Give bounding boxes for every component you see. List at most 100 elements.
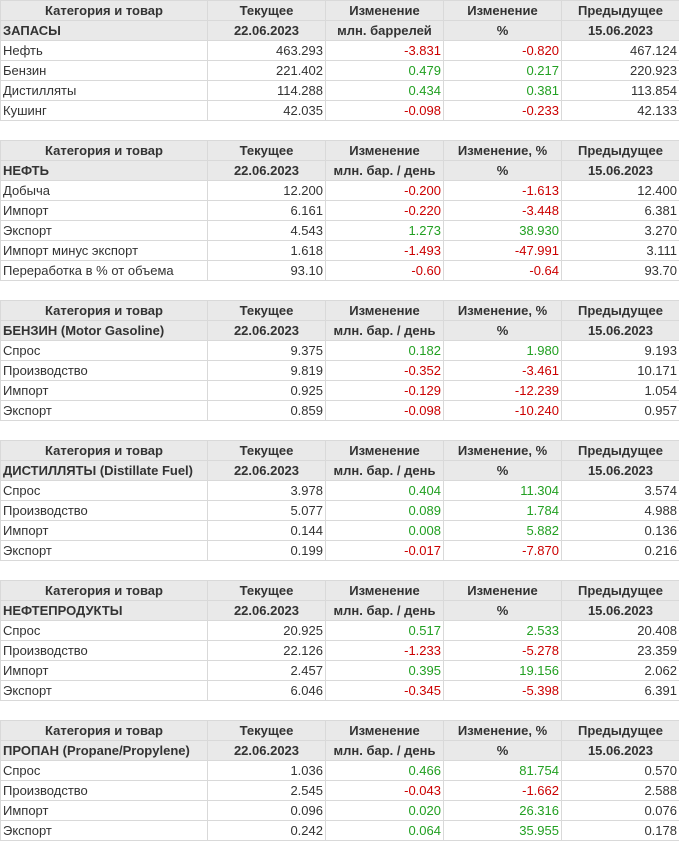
cell-previous: 42.133 [562, 101, 679, 121]
cell-change-pct: 2.533 [444, 621, 562, 641]
header-change: млн. бар. / день [326, 461, 444, 481]
cell-previous: 6.381 [562, 201, 679, 221]
cell-change: 0.466 [326, 761, 444, 781]
cell-change: -1.233 [326, 641, 444, 661]
cell-previous: 0.957 [562, 401, 679, 421]
header-previous: Предыдущее [562, 581, 679, 601]
cell-current: 12.200 [208, 181, 326, 201]
cell-change: -0.220 [326, 201, 444, 221]
cell-change: 0.517 [326, 621, 444, 641]
header-category: ПРОПАН (Propane/Propylene) [1, 741, 208, 761]
cell-change-pct: 1.784 [444, 501, 562, 521]
cell-previous: 220.923 [562, 61, 679, 81]
cell-current: 3.978 [208, 481, 326, 501]
cell-previous: 0.216 [562, 541, 679, 561]
cell-category: Производство [1, 501, 208, 521]
header-current: Текущее [208, 141, 326, 161]
cell-category: Дистилляты [1, 81, 208, 101]
header-change: Изменение [326, 301, 444, 321]
header-previous: Предыдущее [562, 1, 679, 21]
cell-change: 0.404 [326, 481, 444, 501]
cell-previous: 1.054 [562, 381, 679, 401]
cell-category: Импорт [1, 381, 208, 401]
cell-category: Добыча [1, 181, 208, 201]
header-category: Категория и товар [1, 721, 208, 741]
header-category: ЗАПАСЫ [1, 21, 208, 41]
cell-previous: 93.70 [562, 261, 679, 281]
header-current: Текущее [208, 721, 326, 741]
header-previous: Предыдущее [562, 721, 679, 741]
header-previous: 15.06.2023 [562, 741, 679, 761]
cell-category: Экспорт [1, 541, 208, 561]
header-change: млн. бар. / день [326, 161, 444, 181]
cell-previous: 467.124 [562, 41, 679, 61]
cell-category: Бензин [1, 61, 208, 81]
header-current: Текущее [208, 441, 326, 461]
cell-category: Импорт минус экспорт [1, 241, 208, 261]
cell-change-pct: -12.239 [444, 381, 562, 401]
cell-change: 0.479 [326, 61, 444, 81]
header-category: Категория и товар [1, 1, 208, 21]
cell-current: 0.859 [208, 401, 326, 421]
header-change-pct: Изменение, % [444, 441, 562, 461]
cell-category: Спрос [1, 341, 208, 361]
cell-change-pct: -0.233 [444, 101, 562, 121]
cell-change-pct: 5.882 [444, 521, 562, 541]
header-previous: 15.06.2023 [562, 321, 679, 341]
cell-change-pct: -1.662 [444, 781, 562, 801]
cell-change-pct: -1.613 [444, 181, 562, 201]
cell-change: -0.017 [326, 541, 444, 561]
cell-current: 1.618 [208, 241, 326, 261]
cell-current: 0.096 [208, 801, 326, 821]
header-change: млн. бар. / день [326, 321, 444, 341]
header-change: Изменение [326, 441, 444, 461]
cell-change-pct: 11.304 [444, 481, 562, 501]
header-change: Изменение [326, 141, 444, 161]
cell-current: 22.126 [208, 641, 326, 661]
cell-previous: 0.136 [562, 521, 679, 541]
cell-previous: 9.193 [562, 341, 679, 361]
cell-previous: 3.270 [562, 221, 679, 241]
cell-current: 6.161 [208, 201, 326, 221]
cell-previous: 10.171 [562, 361, 679, 381]
cell-change: -1.493 [326, 241, 444, 261]
header-category: БЕНЗИН (Motor Gasoline) [1, 321, 208, 341]
cell-current: 5.077 [208, 501, 326, 521]
header-change: млн. бар. / день [326, 741, 444, 761]
header-change-pct: Изменение, % [444, 141, 562, 161]
cell-previous: 3.111 [562, 241, 679, 261]
cell-current: 9.819 [208, 361, 326, 381]
header-category: Категория и товар [1, 581, 208, 601]
cell-previous: 20.408 [562, 621, 679, 641]
cell-current: 0.199 [208, 541, 326, 561]
header-change-pct: % [444, 741, 562, 761]
header-category: ДИСТИЛЛЯТЫ (Distillate Fuel) [1, 461, 208, 481]
cell-current: 42.035 [208, 101, 326, 121]
cell-change: -0.098 [326, 401, 444, 421]
cell-current: 93.10 [208, 261, 326, 281]
header-change-pct: Изменение, % [444, 721, 562, 741]
cell-category: Спрос [1, 481, 208, 501]
cell-category: Импорт [1, 801, 208, 821]
header-previous: Предыдущее [562, 301, 679, 321]
